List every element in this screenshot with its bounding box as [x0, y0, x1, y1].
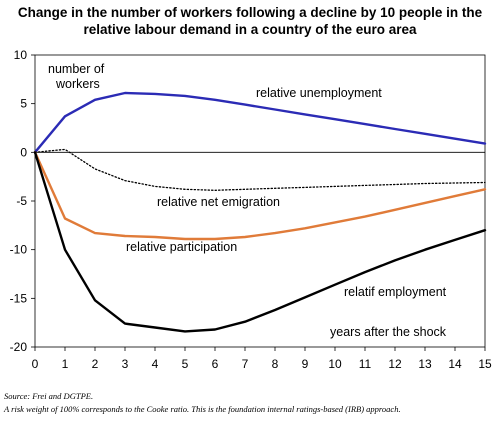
x-tick-label: 2 — [92, 357, 99, 371]
x-tick-label: 0 — [32, 357, 39, 371]
x-tick-label: 13 — [418, 357, 432, 371]
annotation-relatif-employment: relatif employment — [344, 285, 447, 299]
series-line-relative-participation — [33, 151, 487, 241]
x-tick-label: 12 — [388, 357, 402, 371]
x-tick-label: 14 — [448, 357, 462, 371]
risk-weight-note: A risk weight of 100% corresponds to the… — [4, 404, 401, 414]
y-tick-label: 0 — [20, 145, 27, 159]
annotation-relative-net-emigration: relative net emigration — [157, 195, 280, 209]
x-tick-label: 5 — [182, 357, 189, 371]
y-tick-label: -15 — [10, 291, 28, 305]
series-line-relative-net-emigration — [34, 148, 486, 191]
chart-annotations: number of workers relative unemployment … — [48, 62, 447, 339]
x-tick-label: 3 — [122, 357, 129, 371]
x-tick-label: 1 — [62, 357, 69, 371]
series-line-relatif-employment — [33, 151, 487, 333]
chart-series — [33, 91, 487, 333]
x-tick-label: 15 — [478, 357, 492, 371]
annotation-workers: workers — [55, 77, 100, 91]
x-tick-label: 4 — [152, 357, 159, 371]
annotation-number-of: number of — [48, 62, 105, 76]
x-tick-label: 9 — [302, 357, 309, 371]
annotation-relative-unemployment: relative unemployment — [256, 86, 382, 100]
x-tick-label: 10 — [328, 357, 342, 371]
x-tick-label: 6 — [212, 357, 219, 371]
y-tick-label: -5 — [16, 194, 27, 208]
x-tick-label: 8 — [272, 357, 279, 371]
chart-title-line-2: relative labour demand in a country of t… — [83, 22, 417, 37]
y-tick-label: -10 — [10, 243, 28, 257]
chart-title-line-1: Change in the number of workers followin… — [17, 5, 483, 20]
chart-title: Change in the number of workers followin… — [0, 4, 500, 38]
source-note: Source: Frei and DGTPE. — [4, 391, 94, 401]
y-tick-label: 10 — [14, 48, 28, 62]
x-tick-label: 11 — [359, 357, 372, 371]
annotation-years-after-the-shock: years after the shock — [330, 325, 447, 339]
x-tick-label: 7 — [242, 357, 249, 371]
y-tick-label: 5 — [20, 97, 27, 111]
annotation-relative-participation: relative participation — [126, 240, 237, 254]
y-tick-label: -20 — [10, 340, 28, 354]
series-line-relative-unemployment — [33, 91, 487, 154]
